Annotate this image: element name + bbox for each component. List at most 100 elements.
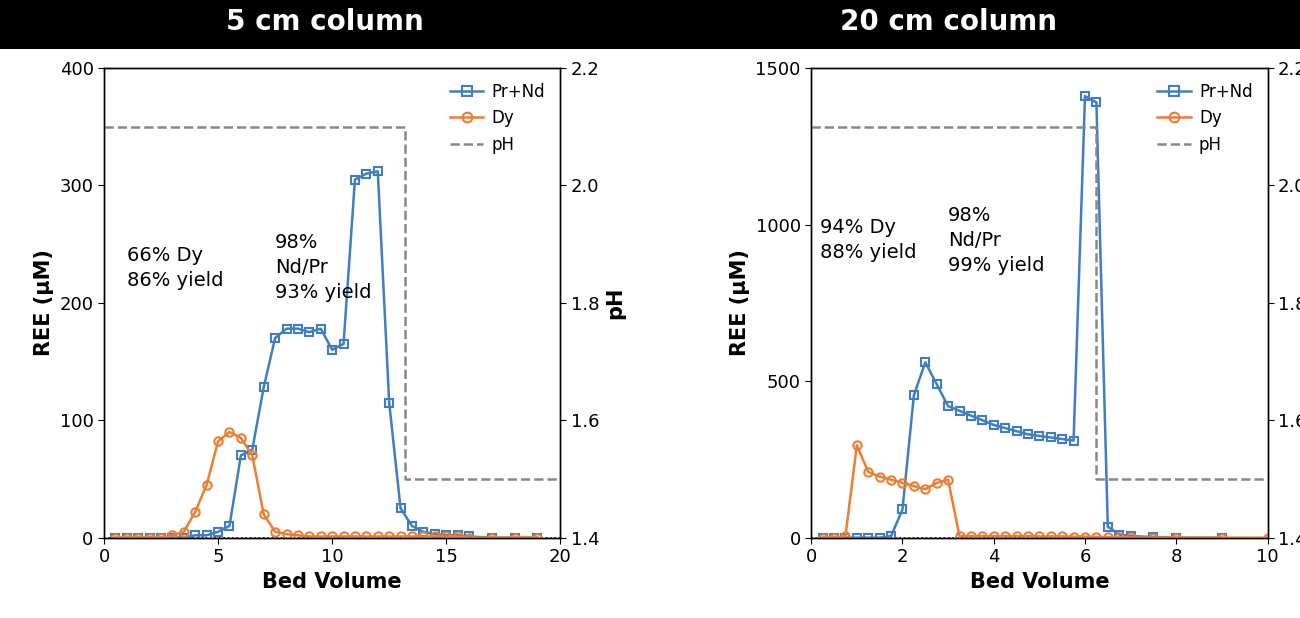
Dy (120, 534, 135, 541)
Dy (940, 476, 956, 483)
Pr+Nd (1145, 533, 1161, 541)
Dy (256, 510, 272, 518)
Pr+Nd (426, 530, 442, 538)
Text: 20 cm column: 20 cm column (841, 7, 1057, 36)
Dy (1066, 533, 1082, 540)
Pr+Nd (142, 534, 157, 541)
Pr+Nd (359, 170, 374, 177)
Dy (1020, 532, 1036, 540)
Pr+Nd (130, 534, 146, 541)
Dy (462, 534, 477, 541)
Pr+Nd (108, 534, 124, 541)
Pr+Nd (940, 402, 956, 410)
Dy (872, 473, 888, 480)
Dy (1169, 534, 1184, 541)
Pr+Nd (302, 329, 317, 336)
Dy (985, 532, 1001, 540)
Dy (176, 528, 191, 535)
Y-axis label: pH: pH (604, 287, 625, 319)
Text: 66% Dy
86% yield: 66% Dy 86% yield (127, 245, 224, 290)
Dy (529, 534, 545, 541)
Pr+Nd (872, 534, 888, 541)
Text: 94% Dy
88% yield: 94% Dy 88% yield (820, 218, 916, 262)
Dy (302, 533, 317, 540)
Dy (930, 479, 945, 486)
Dy (849, 442, 864, 449)
Dy (324, 533, 339, 540)
Pr+Nd (381, 399, 396, 407)
Dy (815, 534, 831, 541)
Pr+Nd (849, 534, 864, 541)
Dy (507, 534, 523, 541)
Dy (963, 532, 979, 540)
Line: Pr+Nd: Pr+Nd (819, 92, 1226, 542)
Pr+Nd (985, 421, 1001, 429)
Dy (108, 534, 124, 541)
Dy (952, 532, 967, 540)
Dy (393, 533, 408, 540)
Pr+Nd (120, 534, 135, 541)
Pr+Nd (256, 384, 272, 391)
Dy (918, 485, 933, 493)
Dy (278, 530, 294, 538)
Pr+Nd (529, 534, 545, 541)
Dy (222, 428, 238, 436)
Pr+Nd (906, 391, 922, 399)
Dy (359, 533, 374, 540)
Pr+Nd (393, 504, 408, 512)
Pr+Nd (837, 534, 853, 541)
Dy (1123, 533, 1139, 541)
Pr+Nd (963, 412, 979, 419)
Pr+Nd (438, 531, 454, 539)
Pr+Nd (894, 506, 910, 513)
Dy (975, 532, 991, 540)
Pr+Nd (268, 334, 283, 342)
Dy (894, 479, 910, 486)
Pr+Nd (975, 417, 991, 424)
Pr+Nd (827, 534, 842, 541)
Pr+Nd (1009, 428, 1024, 435)
Dy (450, 533, 465, 540)
Legend: Pr+Nd, Dy, pH: Pr+Nd, Dy, pH (1150, 76, 1260, 160)
Pr+Nd (1078, 93, 1093, 100)
Line: Dy: Dy (112, 428, 542, 542)
Dy (861, 468, 876, 476)
X-axis label: Bed Volume: Bed Volume (263, 572, 402, 591)
Dy (165, 531, 181, 539)
Dy (347, 533, 363, 540)
Dy (827, 534, 842, 541)
Pr+Nd (370, 167, 386, 175)
Pr+Nd (507, 534, 523, 541)
Line: Pr+Nd: Pr+Nd (112, 167, 542, 542)
Dy (313, 533, 329, 540)
Dy (142, 534, 157, 541)
Pr+Nd (1214, 534, 1230, 541)
Pr+Nd (347, 176, 363, 183)
Pr+Nd (416, 528, 432, 535)
Pr+Nd (918, 358, 933, 366)
Text: 98%
Nd/Pr
93% yield: 98% Nd/Pr 93% yield (276, 233, 372, 302)
Pr+Nd (952, 407, 967, 415)
Pr+Nd (313, 325, 329, 332)
Pr+Nd (233, 452, 248, 459)
Dy (438, 533, 454, 540)
Dy (1145, 534, 1161, 541)
Pr+Nd (1066, 437, 1082, 444)
Dy (426, 533, 442, 540)
Pr+Nd (199, 531, 215, 539)
Pr+Nd (1043, 434, 1058, 441)
Dy (233, 434, 248, 441)
Dy (416, 533, 432, 540)
Pr+Nd (176, 534, 191, 541)
Dy (244, 452, 260, 459)
Dy (484, 534, 499, 541)
Pr+Nd (462, 533, 477, 540)
Pr+Nd (450, 531, 465, 539)
Dy (837, 532, 853, 540)
Text: 5 cm column: 5 cm column (226, 7, 424, 36)
X-axis label: Bed Volume: Bed Volume (970, 572, 1109, 591)
Dy (290, 531, 305, 539)
Dy (1260, 534, 1275, 541)
Line: Dy: Dy (819, 441, 1271, 542)
Pr+Nd (404, 522, 420, 530)
